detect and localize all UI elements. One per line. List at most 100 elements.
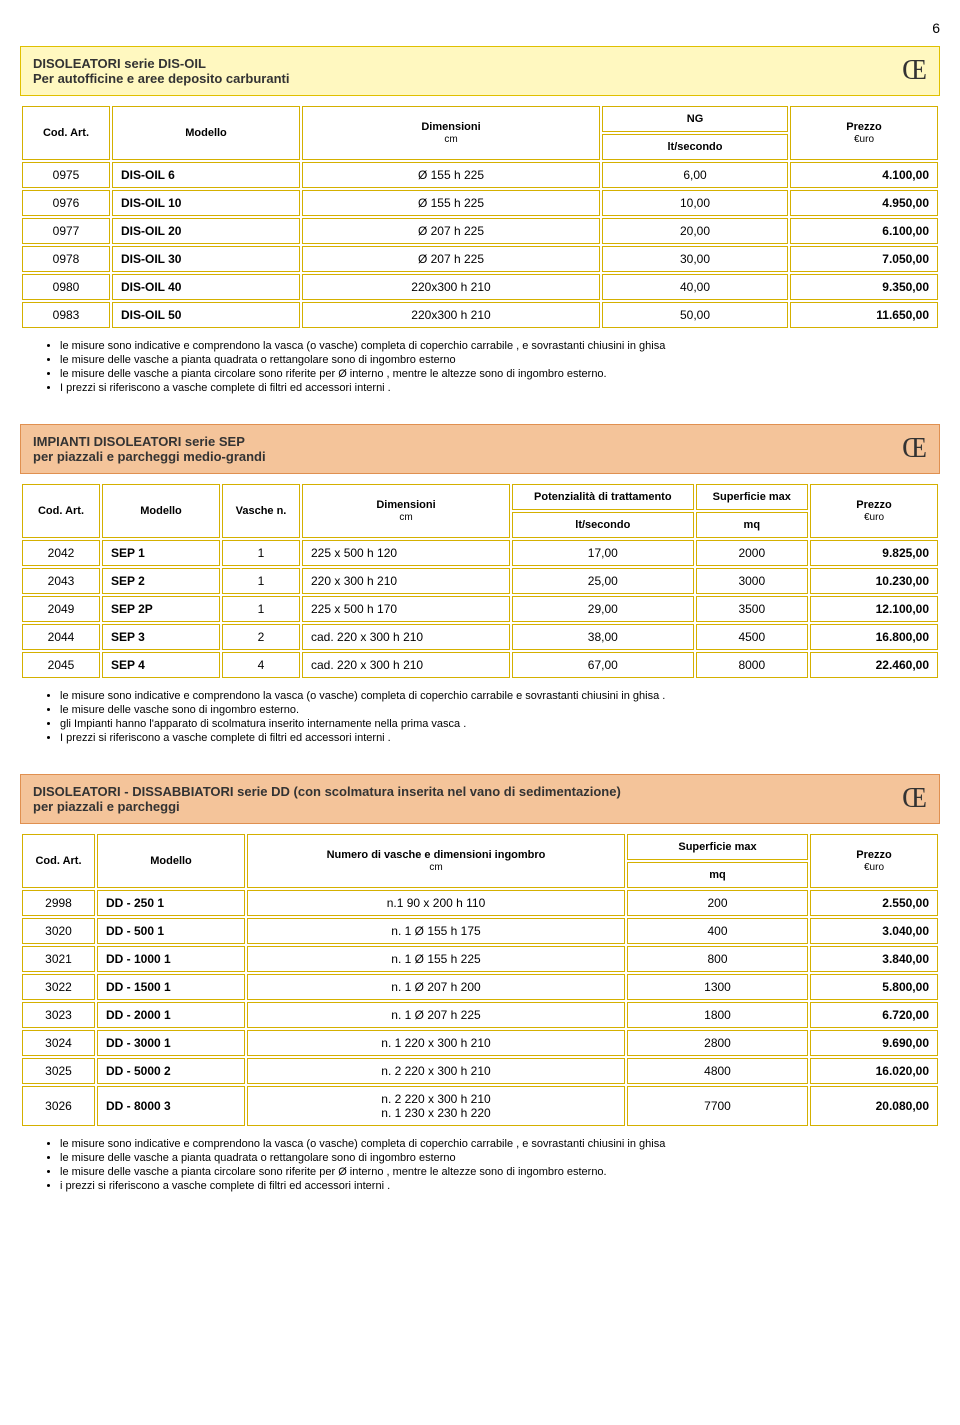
cell-price: 6.100,00 <box>790 218 938 244</box>
cell-cod: 3024 <box>22 1030 95 1056</box>
table-row: 3022DD - 1500 1n. 1 Ø 207 h 20013005.800… <box>22 974 938 1000</box>
col-ng-sub: lt/secondo <box>602 134 788 160</box>
col-prezzo-label: Prezzo <box>856 499 891 511</box>
col-prezzo-sub: €uro <box>854 134 874 145</box>
table-row: 0975DIS-OIL 6Ø 155 h 2256,004.100,00 <box>22 162 938 188</box>
cell-dim: 225 x 500 h 120 <box>302 540 510 566</box>
cell-price: 16.800,00 <box>810 624 938 650</box>
cell-sup: 800 <box>627 946 808 972</box>
col-cod: Cod. Art. <box>22 106 110 160</box>
cell-price: 11.650,00 <box>790 302 938 328</box>
cell-price: 4.950,00 <box>790 190 938 216</box>
cell-sup: 1300 <box>627 974 808 1000</box>
col-prezzo: Prezzo €uro <box>810 834 938 888</box>
table-row: 0983DIS-OIL 50220x300 h 21050,0011.650,0… <box>22 302 938 328</box>
col-sup: Superficie max <box>627 834 808 860</box>
cell-pot: 17,00 <box>512 540 694 566</box>
cell-model: SEP 3 <box>102 624 220 650</box>
section-header-sep: IMPIANTI DISOLEATORI serie SEP per piazz… <box>20 424 940 474</box>
cell-cod: 3021 <box>22 946 95 972</box>
col-prezzo-label: Prezzo <box>856 849 891 861</box>
table-row: 3025DD - 5000 2n. 2 220 x 300 h 21048001… <box>22 1058 938 1084</box>
note-item: i prezzi si riferiscono a vasche complet… <box>60 1180 940 1192</box>
section-disoil: DISOLEATORI serie DIS-OIL Per autofficin… <box>20 46 940 394</box>
cell-model: DD - 500 1 <box>97 918 245 944</box>
cell-price: 22.460,00 <box>810 652 938 678</box>
col-cod: Cod. Art. <box>22 484 100 538</box>
cell-price: 5.800,00 <box>810 974 938 1000</box>
table-row: 3026DD - 8000 3n. 2 220 x 300 h 210n. 1 … <box>22 1086 938 1126</box>
note-item: le misure delle vasche a pianta quadrata… <box>60 1152 940 1164</box>
cell-ng: 30,00 <box>602 246 788 272</box>
notes-sep: le misure sono indicative e comprendono … <box>20 690 940 744</box>
col-dimensioni: Dimensioni cm <box>302 484 510 538</box>
cell-dim: 220 x 300 h 210 <box>302 568 510 594</box>
section-header-dd: DISOLEATORI - DISSABBIATORI serie DD (co… <box>20 774 940 824</box>
page-number: 6 <box>20 20 940 36</box>
cell-cod: 0978 <box>22 246 110 272</box>
col-dimensioni-sub: cm <box>444 134 457 145</box>
col-dimensioni: Dimensioni cm <box>302 106 600 160</box>
cell-price: 9.350,00 <box>790 274 938 300</box>
cell-cod: 3023 <box>22 1002 95 1028</box>
cell-model: SEP 4 <box>102 652 220 678</box>
cell-price: 10.230,00 <box>810 568 938 594</box>
section-dd: DISOLEATORI - DISSABBIATORI serie DD (co… <box>20 774 940 1192</box>
cell-sup: 7700 <box>627 1086 808 1126</box>
cell-ng: 50,00 <box>602 302 788 328</box>
section-title-2: per piazzali e parcheggi medio-grandi <box>33 449 266 464</box>
cell-sup: 4800 <box>627 1058 808 1084</box>
col-cod: Cod. Art. <box>22 834 95 888</box>
table-row: 3021DD - 1000 1n. 1 Ø 155 h 2258003.840,… <box>22 946 938 972</box>
note-item: le misure sono indicative e comprendono … <box>60 690 940 702</box>
section-header-disoil: DISOLEATORI serie DIS-OIL Per autofficin… <box>20 46 940 96</box>
note-item: gli Impianti hanno l'apparato di scolmat… <box>60 718 940 730</box>
col-dimensioni-label: Dimensioni <box>376 499 435 511</box>
cell-ng: 40,00 <box>602 274 788 300</box>
table-row: 3020DD - 500 1n. 1 Ø 155 h 1754003.040,0… <box>22 918 938 944</box>
cell-cod: 3022 <box>22 974 95 1000</box>
cell-sup: 3000 <box>696 568 808 594</box>
cell-sup: 2800 <box>627 1030 808 1056</box>
col-modello: Modello <box>112 106 300 160</box>
cell-cod: 3025 <box>22 1058 95 1084</box>
col-num: Numero di vasche e dimensioni ingombro c… <box>247 834 625 888</box>
table-sep: Cod. Art. Modello Vasche n. Dimensioni c… <box>20 482 940 680</box>
cell-model: DD - 1500 1 <box>97 974 245 1000</box>
cell-price: 2.550,00 <box>810 890 938 916</box>
table-row: 2044SEP 32cad. 220 x 300 h 21038,0045001… <box>22 624 938 650</box>
table-dd: Cod. Art. Modello Numero di vasche e dim… <box>20 832 940 1128</box>
cell-sup: 2000 <box>696 540 808 566</box>
table-disoil: Cod. Art. Modello Dimensioni cm NG Prezz… <box>20 104 940 330</box>
cell-dim: Ø 207 h 225 <box>302 218 600 244</box>
cell-pot: 29,00 <box>512 596 694 622</box>
cell-vasche: 1 <box>222 568 300 594</box>
cell-ng: 6,00 <box>602 162 788 188</box>
col-num-label: Numero di vasche e dimensioni ingombro <box>327 849 546 861</box>
cell-dim: n. 2 220 x 300 h 210n. 1 230 x 230 h 220 <box>247 1086 625 1126</box>
note-item: le misure sono indicative e comprendono … <box>60 1138 940 1150</box>
table-row: 0980DIS-OIL 40220x300 h 21040,009.350,00 <box>22 274 938 300</box>
cell-model: DD - 250 1 <box>97 890 245 916</box>
section-title-1: DISOLEATORI serie DIS-OIL <box>33 56 289 71</box>
cell-price: 20.080,00 <box>810 1086 938 1126</box>
col-modello: Modello <box>102 484 220 538</box>
cell-cod: 0983 <box>22 302 110 328</box>
col-num-sub: cm <box>429 862 442 873</box>
col-prezzo: Prezzo €uro <box>810 484 938 538</box>
cell-cod: 3020 <box>22 918 95 944</box>
note-item: le misure delle vasche sono di ingombro … <box>60 704 940 716</box>
cell-price: 9.690,00 <box>810 1030 938 1056</box>
cell-price: 7.050,00 <box>790 246 938 272</box>
cell-price: 12.100,00 <box>810 596 938 622</box>
section-title-1: IMPIANTI DISOLEATORI serie SEP <box>33 434 266 449</box>
cell-cod: 2998 <box>22 890 95 916</box>
cell-dim: n. 1 Ø 207 h 225 <box>247 1002 625 1028</box>
col-dimensioni-label: Dimensioni <box>421 121 480 133</box>
col-sup: Superficie max <box>696 484 808 510</box>
cell-cod: 2049 <box>22 596 100 622</box>
cell-dim: n. 2 220 x 300 h 210 <box>247 1058 625 1084</box>
table-row: 2042SEP 11225 x 500 h 12017,0020009.825,… <box>22 540 938 566</box>
cell-sup: 8000 <box>696 652 808 678</box>
cell-cod: 0977 <box>22 218 110 244</box>
